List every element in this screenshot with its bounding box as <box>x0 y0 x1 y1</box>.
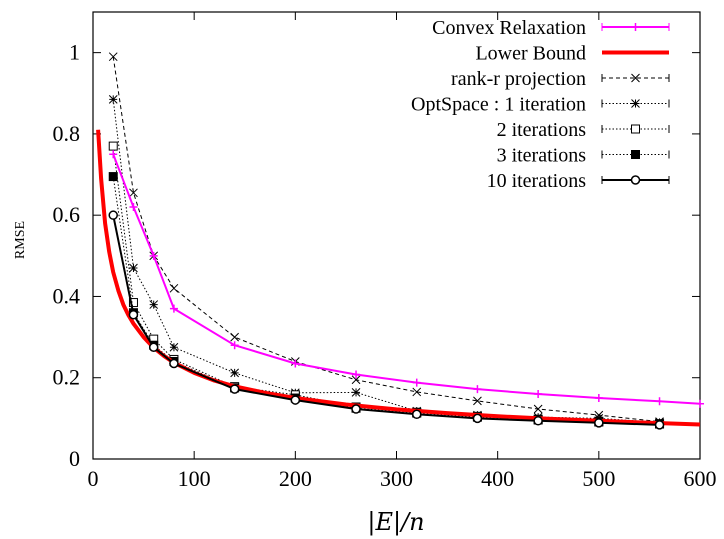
y-tick-label: 0 <box>69 446 80 471</box>
point-marker <box>169 342 179 352</box>
point-marker <box>630 175 641 185</box>
y-tick-label: 0.2 <box>53 365 81 390</box>
point-marker <box>412 387 422 397</box>
point-marker <box>291 359 300 368</box>
series-line <box>112 215 660 426</box>
series-6 <box>108 210 665 430</box>
plot-frame <box>92 11 701 460</box>
x-tick-label: 600 <box>684 466 717 491</box>
series-0 <box>109 150 704 408</box>
point-marker <box>631 23 640 31</box>
series-layer <box>96 52 704 430</box>
point-marker <box>108 141 118 151</box>
point-marker <box>230 341 239 350</box>
legend-item: Convex Relaxation <box>432 17 670 39</box>
legend-label: OptSpace : 1 iteration <box>411 94 586 116</box>
point-marker <box>411 409 422 420</box>
point-marker <box>148 342 159 352</box>
point-marker <box>473 396 482 406</box>
x-tick-label: 100 <box>178 466 211 491</box>
y-tick-label: 0.6 <box>53 202 81 227</box>
axis-ticks: 0 100 200 300 400 500 600 0 0.2 0.4 0.6 0.8 1 <box>53 12 717 491</box>
point-marker <box>108 210 118 220</box>
point-marker <box>631 73 640 83</box>
point-marker <box>108 95 118 104</box>
x-tick-label: 300 <box>380 466 413 491</box>
y-tick-label: 1 <box>69 40 80 65</box>
series-line <box>112 153 701 405</box>
x-tick-label: 500 <box>582 466 615 491</box>
legend-item: OptSpace : 1 iteration <box>411 94 670 116</box>
point-marker <box>129 203 138 212</box>
series-line <box>112 176 660 425</box>
point-marker <box>230 368 239 378</box>
point-marker <box>109 150 118 159</box>
legend-label: 10 iterations <box>487 170 587 192</box>
point-marker <box>594 394 603 403</box>
point-marker <box>129 188 138 198</box>
y-tick-label: 0.8 <box>53 121 81 146</box>
legend-label: 2 iterations <box>497 119 587 141</box>
point-marker <box>631 150 640 159</box>
point-marker <box>533 416 543 426</box>
legend: Convex Relaxation Lower Bound rank-r proje… <box>411 17 670 192</box>
point-marker <box>352 370 361 379</box>
legend-item: 3 iterations <box>497 145 670 167</box>
point-marker <box>412 378 421 387</box>
point-marker <box>351 388 361 397</box>
point-marker <box>534 389 543 398</box>
point-marker <box>473 385 482 394</box>
point-marker <box>230 332 239 342</box>
point-marker <box>149 251 158 260</box>
point-marker <box>654 420 665 430</box>
x-tick-label: 0 <box>88 466 99 491</box>
point-marker <box>655 397 664 406</box>
point-marker <box>533 404 543 414</box>
y-tick-label: 0.4 <box>53 283 81 308</box>
legend-label: Lower Bound <box>475 43 586 65</box>
point-marker <box>229 384 240 394</box>
series-5 <box>108 172 665 429</box>
legend-item: 10 iterations <box>487 170 670 192</box>
x-axis-label: |E|/n <box>367 508 424 537</box>
y-axis-label: RMSE <box>13 221 28 259</box>
legend-label: Convex Relaxation <box>432 17 586 39</box>
point-marker <box>128 309 139 320</box>
point-marker <box>290 395 301 405</box>
point-marker <box>351 404 361 414</box>
point-marker <box>169 283 179 293</box>
series-line <box>112 146 660 425</box>
point-marker <box>108 52 118 62</box>
point-marker <box>169 304 178 313</box>
point-marker <box>108 172 118 182</box>
point-marker <box>594 418 604 428</box>
legend-label: 3 iterations <box>497 145 587 167</box>
legend-item: 2 iterations <box>497 119 670 141</box>
point-marker <box>149 300 159 309</box>
legend-label: rank-r projection <box>451 68 586 90</box>
legend-item: Lower Bound <box>475 43 669 65</box>
point-marker <box>631 99 640 108</box>
x-tick-label: 200 <box>279 466 312 491</box>
point-marker <box>631 124 640 134</box>
point-marker <box>169 358 179 369</box>
point-marker <box>472 413 483 424</box>
point-marker <box>129 263 138 273</box>
x-tick-label: 400 <box>481 466 514 491</box>
point-marker <box>128 298 138 308</box>
legend-item: rank-r projection <box>451 68 670 90</box>
point-marker <box>351 375 361 385</box>
point-marker <box>696 399 704 408</box>
